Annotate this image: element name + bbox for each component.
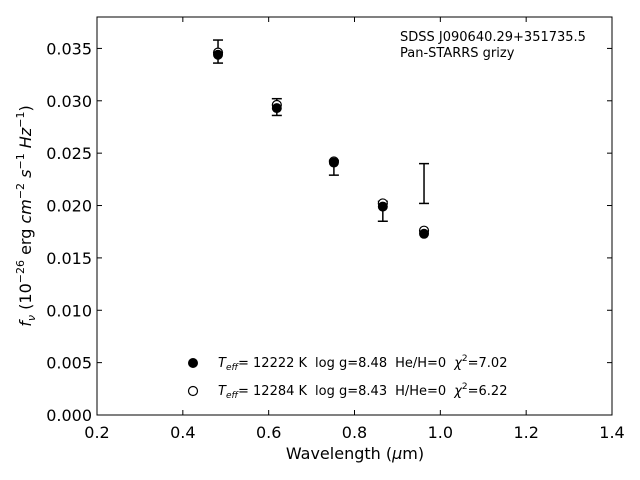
- legend-marker-open: [187, 385, 199, 397]
- x-axis-label: Wavelength (μm): [286, 444, 424, 463]
- x-tick-label: 1.4: [599, 423, 624, 442]
- annotation-object-name: SDSS J090640.29+351735.5: [400, 30, 586, 45]
- filled-circle-point: [419, 228, 430, 239]
- y-tick-label: 0.035: [46, 39, 92, 58]
- error-bar: [419, 162, 430, 205]
- y-tick-label: 0.000: [46, 406, 92, 425]
- y-tick-label: 0.005: [46, 354, 92, 373]
- x-tick-label: 1.2: [513, 423, 538, 442]
- filled-circle-point: [377, 201, 388, 212]
- x-tick-label: 1.0: [428, 423, 453, 442]
- y-axis-ticks: 0.000 0.005 0.010 0.015 0.020 0.025 0.030 0.035: [46, 39, 612, 425]
- legend-marker-filled: [188, 358, 198, 368]
- x-tick-label: 0.6: [256, 423, 281, 442]
- y-tick-label: 0.020: [46, 197, 92, 216]
- series-filled-circles: [213, 49, 430, 239]
- filled-circle-point: [328, 157, 339, 168]
- x-tick-label: 0.2: [84, 423, 109, 442]
- filled-circle-point: [271, 103, 282, 114]
- x-tick-label: 0.8: [342, 423, 367, 442]
- filled-circle-point: [213, 49, 224, 60]
- y-axis-label: fν (10−26 erg cm−2 s−1 Hz−1): [14, 105, 38, 326]
- x-tick-label: 0.4: [170, 423, 195, 442]
- annotation-survey: Pan-STARRS grizy: [400, 46, 515, 61]
- x-axis-ticks: 0.2 0.4 0.6 0.8 1.0 1.2 1.4: [84, 17, 625, 442]
- y-tick-label: 0.010: [46, 301, 92, 320]
- y-tick-label: 0.030: [46, 92, 92, 111]
- y-tick-label: 0.025: [46, 144, 92, 163]
- y-tick-label: 0.015: [46, 249, 92, 268]
